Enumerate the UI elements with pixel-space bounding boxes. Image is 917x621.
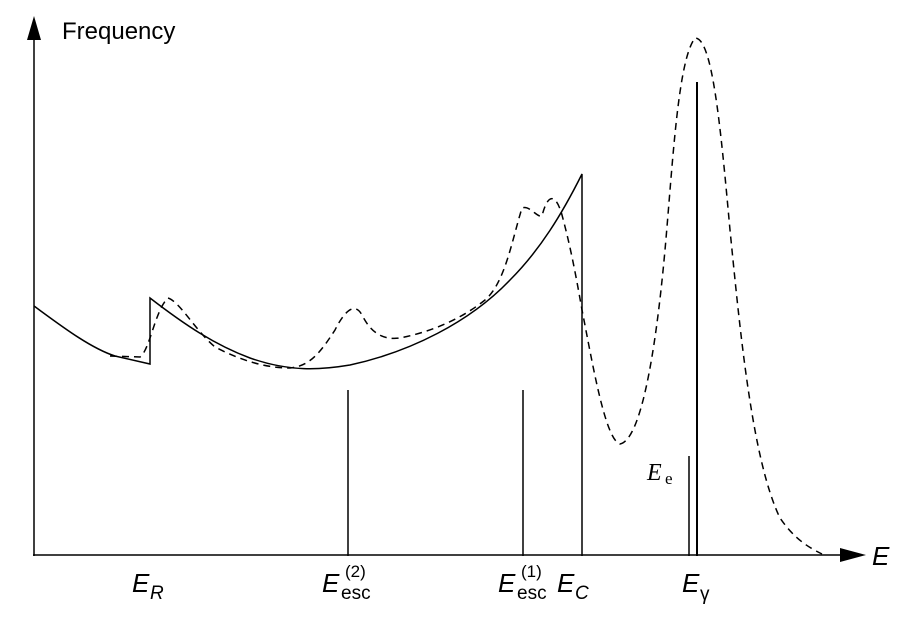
y-axis-arrow [27,16,41,40]
svg-text:R: R [150,583,164,604]
svg-text:(1): (1) [521,562,542,581]
escape1-energy-label: E esc (1) [498,562,547,604]
ideal-spectrum-curve [33,173,583,556]
svg-text:E: E [498,568,516,598]
measured-spectrum-curve [109,37,823,555]
svg-text:C: C [575,583,589,604]
electron-energy-label: E e [646,460,673,488]
svg-text:E: E [646,460,662,486]
svg-text:E: E [557,568,575,598]
svg-text:e: e [665,469,673,488]
compton-edge-label: E C [557,568,589,604]
gamma-energy-label: E γ [682,568,710,605]
svg-text:E: E [132,568,150,598]
y-axis-label: Frequency [62,18,175,45]
escape2-energy-label: E esc (2) [322,562,371,604]
svg-text:E: E [322,568,340,598]
svg-text:esc: esc [341,583,371,604]
svg-text:(2): (2) [345,562,366,581]
x-axis-arrow [840,548,866,562]
svg-text:esc: esc [517,583,547,604]
svg-text:E: E [682,568,700,598]
svg-text:γ: γ [700,584,710,605]
recoil-energy-label: E R [132,568,164,604]
axes [27,16,866,562]
x-axis-label: E [872,541,890,571]
